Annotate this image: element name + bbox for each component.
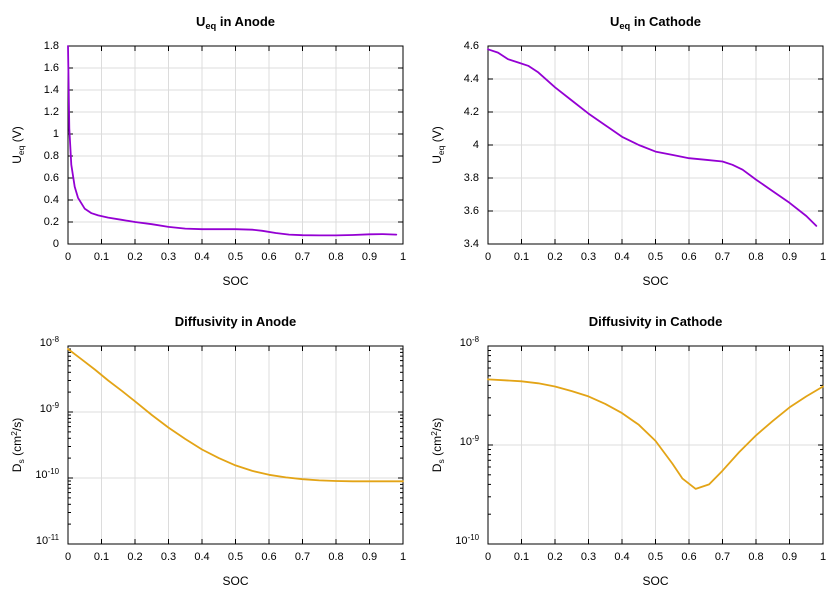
y-tick-label: 1.6 [43,61,59,74]
x-tick-label: 0.7 [294,251,311,263]
x-tick-label: 0.5 [227,551,244,563]
x-tick-label: 0.3 [580,551,597,563]
x-tick-label: 0.5 [647,251,664,263]
ueq-anode-canvas [67,45,404,245]
ueq-cathode-canvas [487,45,824,245]
chart-diffusivity-anode: Diffusivity in Anode SOC Ds (cm2/s) 0 0.1 0.2… [0,300,420,600]
chart-title: Ueq in Anode [195,14,276,31]
chart-title: Diffusivity in Cathode [588,314,723,329]
y-tick-label: 0.8 [43,149,59,162]
ueq-anode-line [67,45,398,237]
y-tick-label: 4 [472,138,479,151]
x-tick-label: 0.9 [781,551,798,563]
y-tick-label: 4.2 [463,105,479,118]
x-axis-label: SOC [222,574,249,588]
y-tick-label: 3.8 [463,171,479,184]
x-tick-label: 0.4 [614,551,630,563]
y-tick-label: 1.4 [43,83,59,96]
y-tick-label: 10-10 [455,533,479,547]
y-axis-label: Ds (cm2/s) [9,417,26,473]
ueq-cathode-line [487,48,818,227]
x-tick-label: 0.6 [681,551,697,563]
y-tick-label: 4.6 [463,39,479,52]
diffusivity-anode-line [67,348,404,483]
diffusivity-cathode-canvas [487,345,824,545]
x-tick-label: 0.9 [361,251,378,263]
x-tick-label: 0 [64,551,72,563]
y-tick-label: 3.6 [463,204,479,217]
x-tick-label: 0.1 [513,251,530,263]
x-tick-label: 0.7 [714,251,731,263]
y-tick-label: 1.8 [43,39,59,52]
x-tick-label: 0.7 [294,551,311,563]
y-tick-label: 1 [52,127,59,140]
x-tick-label: 1 [399,551,407,563]
y-tick-label: 10-9 [39,401,59,415]
y-tick-label: 1.2 [43,105,59,118]
x-tick-label: 0 [484,551,492,563]
x-tick-label: 0 [484,251,492,263]
x-tick-label: 0.5 [647,551,664,563]
y-tick-label: 0.6 [43,171,59,184]
x-axis-label: SOC [222,274,249,288]
chart-ueq-cathode: Ueq in Cathode SOC Ueq (V) 0 0.1 0.2 0.3 0.4 0.5… [420,0,840,300]
x-tick-label: 0.2 [127,551,143,563]
x-tick-label: 0.1 [513,551,530,563]
x-tick-label: 0.7 [714,551,731,563]
x-tick-label: 0.2 [127,251,143,263]
y-tick-label: 4.4 [463,72,479,85]
y-tick-label: 10-9 [459,434,479,448]
x-tick-label: 0.8 [748,551,764,563]
y-tick-label: 10-8 [39,335,59,349]
x-tick-label: 1 [399,251,407,263]
x-tick-label: 0.1 [93,551,110,563]
y-tick-label: 0.4 [43,193,59,206]
x-tick-label: 0.4 [614,251,630,263]
x-tick-label: 0.5 [227,251,244,263]
x-axis-label: SOC [642,274,669,288]
x-tick-label: 0.2 [547,551,563,563]
x-tick-label: 0.4 [194,551,210,563]
x-tick-label: 0.9 [781,251,798,263]
x-tick-label: 0.3 [160,251,177,263]
x-tick-label: 0.2 [547,251,563,263]
y-tick-label: 10-8 [459,335,479,349]
x-tick-label: 0.6 [261,251,277,263]
x-tick-label: 0 [64,251,72,263]
x-tick-label: 0.6 [261,551,277,563]
x-tick-label: 0.8 [328,551,344,563]
diffusivity-cathode-line [487,378,824,490]
x-tick-label: 0.9 [361,551,378,563]
y-tick-label: 3.4 [463,237,479,250]
x-tick-label: 0.8 [328,251,344,263]
chart-ueq-anode: Ueq in Anode SOC Ueq (V) 0 0.1 0.2 0.3 0.4 0.5 0.… [0,0,420,300]
chart-title: Diffusivity in Anode [174,314,297,329]
y-tick-label: 0 [52,237,59,250]
x-tick-label: 1 [819,551,827,563]
x-tick-label: 0.3 [160,551,177,563]
y-tick-label: 10-11 [35,533,59,547]
x-tick-label: 0.3 [580,251,597,263]
diffusivity-anode-canvas [67,345,404,545]
x-tick-label: 1 [819,251,827,263]
y-tick-label: 0.2 [43,215,59,228]
x-tick-label: 0.8 [748,251,764,263]
x-tick-label: 0.6 [681,251,697,263]
chart-diffusivity-cathode: Diffusivity in Cathode SOC Ds (cm2/s) 0 0.1 0… [420,300,840,600]
x-axis-label: SOC [642,574,669,588]
x-tick-label: 0.1 [93,251,110,263]
chart-title: Ueq in Cathode [609,14,702,31]
y-tick-label: 10-10 [35,467,59,481]
x-tick-label: 0.4 [194,251,210,263]
